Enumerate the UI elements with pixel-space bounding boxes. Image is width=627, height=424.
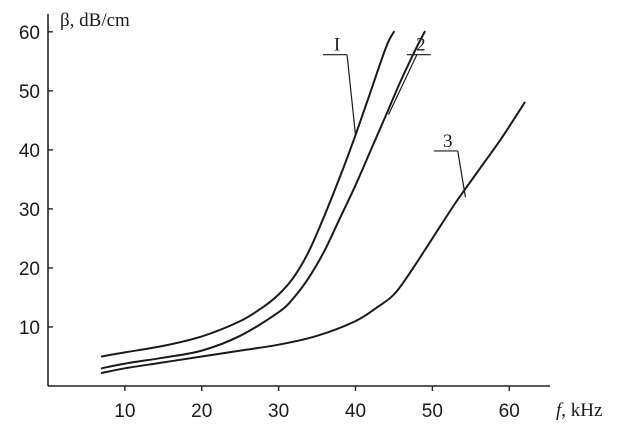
x-axis-unit: , kHz: [561, 400, 602, 421]
series-curve-3: [100, 101, 526, 374]
series-labels: I 2 3: [323, 35, 467, 198]
y-tick-label-10: 10: [19, 318, 40, 339]
x-tick-label-40: 40: [345, 401, 366, 422]
axes: [47, 14, 550, 387]
y-tick-label-30: 30: [19, 200, 40, 221]
series-label-2: 2: [388, 35, 431, 115]
x-tick-label-50: 50: [422, 401, 443, 422]
x-axis-title: f, kHz: [556, 400, 602, 421]
series-label-text-2: 2: [416, 35, 426, 56]
series-curve-1: [100, 30, 395, 358]
series-label-leader-1: [323, 54, 357, 136]
series-curve-2: [100, 30, 426, 370]
x-tick-label-20: 20: [191, 401, 212, 422]
y-ticks: 10 20 30 40 50 60: [19, 23, 53, 339]
curves: [100, 30, 526, 374]
x-tick-label-60: 60: [499, 401, 520, 422]
y-tick-label-40: 40: [19, 141, 40, 162]
series-label-1: I: [323, 35, 357, 136]
x-tick-label-10: 10: [114, 401, 135, 422]
x-ticks: 10 20 30 40 50 60: [114, 386, 520, 422]
series-label-leader-3: [433, 150, 467, 198]
series-label-leader-2: [388, 54, 431, 115]
series-label-text-3: 3: [443, 131, 453, 152]
y-tick-label-50: 50: [19, 82, 40, 103]
x-tick-label-30: 30: [268, 401, 289, 422]
y-tick-label-60: 60: [19, 23, 40, 44]
series-label-text-1: I: [334, 35, 340, 56]
series-label-3: 3: [433, 131, 467, 198]
y-tick-label-20: 20: [19, 259, 40, 280]
x-axis-symbol: f: [556, 400, 564, 421]
y-axis-title: β, dB/cm: [60, 10, 130, 31]
